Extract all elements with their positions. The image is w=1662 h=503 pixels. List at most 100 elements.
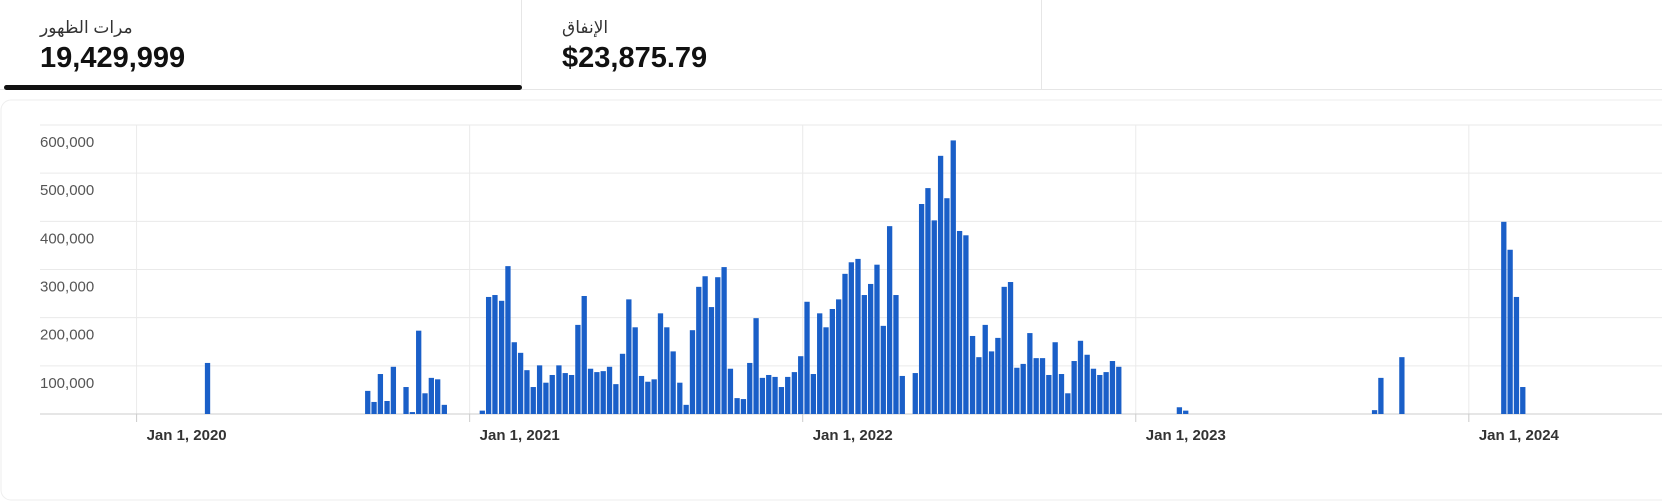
bar — [1090, 368, 1097, 414]
bar — [517, 352, 524, 414]
bar — [1103, 372, 1109, 414]
bar — [798, 356, 804, 414]
bar — [664, 327, 670, 414]
bar — [1097, 374, 1103, 414]
bar — [492, 295, 498, 414]
bar — [505, 266, 511, 414]
bar — [696, 286, 702, 414]
bar — [1052, 342, 1058, 414]
bar — [1399, 357, 1405, 414]
bar — [899, 375, 905, 414]
bar — [734, 398, 740, 414]
bar — [587, 368, 594, 414]
bar — [1027, 333, 1033, 414]
bar — [536, 365, 543, 414]
y-tick-label: 100,000 — [40, 375, 94, 392]
bar — [524, 370, 530, 414]
bar — [562, 373, 568, 414]
bar — [772, 376, 778, 414]
bar — [721, 267, 727, 414]
bar — [976, 357, 982, 414]
bar — [766, 374, 772, 414]
bar — [804, 301, 810, 414]
bar — [1033, 358, 1039, 414]
bar — [1183, 410, 1189, 414]
bar — [886, 226, 893, 414]
tab-value: $23,875.79 — [562, 42, 708, 74]
bar — [963, 235, 969, 414]
bar — [740, 399, 747, 414]
x-tick-label: Jan 1, 2024 — [1479, 427, 1560, 444]
y-tick-label: 600,000 — [40, 134, 94, 151]
bar — [944, 198, 950, 414]
bar — [969, 335, 976, 414]
bar — [702, 276, 708, 414]
bar — [817, 313, 823, 414]
bar — [925, 188, 931, 414]
bar — [747, 362, 753, 414]
bar — [1046, 374, 1052, 414]
bar — [549, 374, 555, 414]
bar — [1507, 249, 1513, 414]
bar — [416, 330, 422, 414]
chart-card — [0, 99, 1662, 501]
bar — [727, 368, 734, 414]
bar — [626, 299, 632, 414]
bar — [377, 374, 384, 414]
bar — [581, 295, 587, 414]
bar — [1020, 363, 1026, 414]
bar — [619, 353, 626, 414]
bar — [485, 296, 492, 414]
bar — [861, 295, 867, 414]
bar — [988, 351, 995, 414]
bar — [950, 140, 956, 414]
bar — [390, 366, 397, 414]
bar — [893, 295, 899, 414]
bar — [670, 351, 676, 414]
bar — [791, 372, 798, 414]
bar — [594, 372, 600, 414]
impressions-tab[interactable]: مرات الظهور 19,429,999 — [0, 0, 522, 90]
bar — [880, 325, 886, 414]
y-tick-label: 300,000 — [40, 278, 94, 295]
tab-label: الإنفاق — [562, 18, 609, 37]
bar — [836, 299, 842, 414]
bar — [1116, 366, 1122, 414]
bar — [1371, 410, 1378, 414]
bar — [384, 400, 390, 414]
y-tick-label: 200,000 — [40, 327, 94, 344]
spend-tab[interactable]: الإنفاق $23,875.79 — [522, 0, 1042, 90]
bar — [606, 366, 613, 414]
bar — [1039, 358, 1046, 414]
x-tick-label: Jan 1, 2021 — [480, 427, 560, 444]
bar — [823, 327, 829, 414]
bar — [1077, 340, 1084, 414]
bar — [409, 412, 416, 414]
bar — [1084, 354, 1090, 414]
bar — [1109, 361, 1116, 414]
bar — [204, 362, 211, 414]
bar — [511, 342, 517, 414]
bar — [778, 387, 785, 414]
bar — [479, 410, 485, 414]
bar — [651, 379, 657, 414]
bar — [632, 327, 638, 414]
bar — [638, 375, 645, 414]
bar — [810, 374, 817, 414]
bar — [1378, 377, 1384, 414]
bar — [842, 273, 848, 414]
bar — [995, 337, 1001, 414]
bar — [689, 330, 696, 414]
bar — [753, 318, 759, 414]
bar — [1014, 367, 1020, 414]
bar — [918, 203, 925, 414]
bar — [868, 283, 874, 414]
x-tick-label: Jan 1, 2020 — [147, 427, 227, 444]
bar — [715, 277, 721, 414]
bar — [422, 393, 428, 414]
empty-tab — [1042, 0, 1662, 90]
bar — [543, 382, 549, 414]
bar — [556, 365, 562, 414]
